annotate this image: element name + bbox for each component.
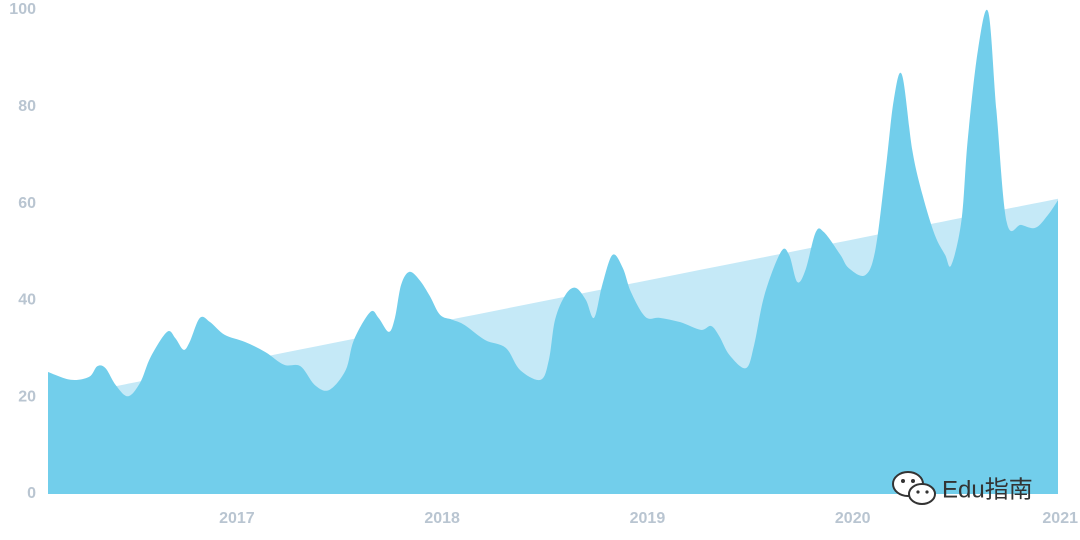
x-tick-label: 2019 (630, 510, 666, 527)
x-tick-label: 2021 (1042, 510, 1078, 527)
watermark: Edu指南 (942, 476, 1033, 503)
x-tick-label: 2018 (424, 510, 460, 527)
wechat-icon (892, 471, 936, 505)
y-tick-label: 100 (9, 1, 36, 18)
x-tick-label: 2020 (835, 510, 871, 527)
y-tick-label: 0 (27, 485, 36, 502)
area (48, 9, 1058, 494)
y-tick-label: 40 (18, 292, 36, 309)
x-tick-label: 2017 (219, 510, 255, 527)
y-tick-label: 80 (18, 98, 36, 115)
y-tick-label: 20 (18, 388, 36, 405)
y-tick-label: 60 (18, 195, 36, 212)
